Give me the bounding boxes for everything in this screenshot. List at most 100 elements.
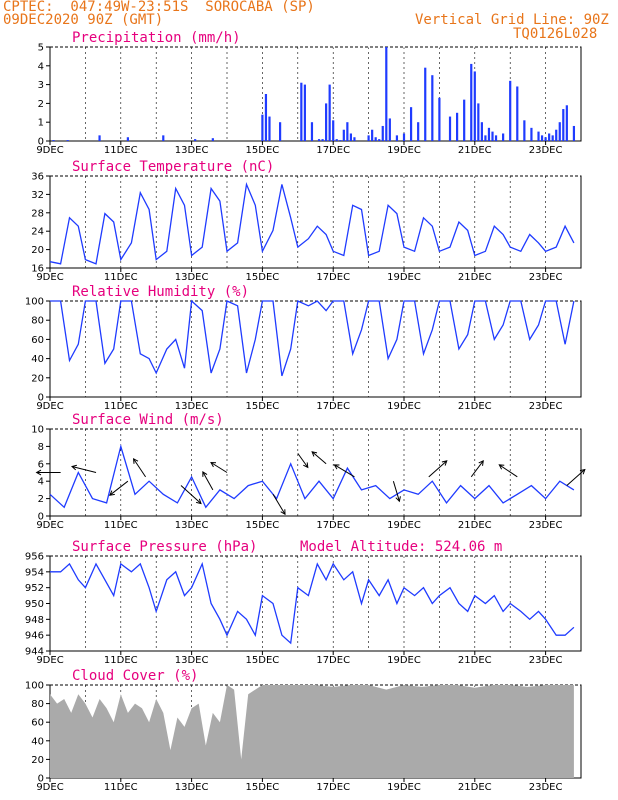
precip-bar: [516, 86, 519, 141]
precip-bar: [385, 47, 388, 141]
x-tick-label: 11DEC: [104, 401, 138, 412]
precip-bar: [558, 122, 561, 141]
x-tick-label: 17DEC: [316, 401, 350, 412]
wind-arrow-head: [195, 498, 202, 505]
y-tick-label: 6: [38, 459, 44, 470]
precip-bar: [463, 99, 466, 141]
y-tick-label: 28: [31, 208, 44, 219]
precip-bar: [310, 122, 314, 141]
precip-bar: [523, 120, 526, 141]
x-tick-label: 11DEC: [104, 782, 138, 793]
panel-4: 944 946 948 950 952 954 956 9DEC 11DEC 13DEC 15DEC…: [25, 539, 582, 666]
series-line: [50, 561, 575, 645]
y-tick-label: 60: [31, 335, 44, 346]
precip-bar: [484, 135, 487, 141]
wind-arrow-head: [333, 464, 340, 470]
precip-bar: [395, 135, 399, 141]
y-tick-label: 954: [25, 567, 44, 578]
series-line: [49, 443, 575, 509]
precip-bar: [555, 129, 558, 141]
x-tick-label: 21DEC: [458, 782, 492, 793]
precip-bar: [332, 120, 335, 141]
y-tick-label: 36: [31, 172, 44, 183]
x-tick-label: 19DEC: [387, 401, 421, 412]
precip-bar: [388, 118, 391, 141]
y-tick-label: 944: [25, 647, 44, 658]
cloud-area: [50, 685, 574, 778]
panel-title: Surface Temperature (nC): [72, 159, 274, 175]
precip-bar: [431, 75, 434, 141]
wind-arrow-head: [478, 460, 484, 466]
x-tick-label: 11DEC: [104, 145, 138, 156]
y-tick-label: 4: [38, 477, 44, 488]
y-tick-label: 8: [38, 442, 44, 453]
precip-bar: [480, 122, 483, 141]
wind-arrow: [311, 451, 327, 465]
panel-title: Surface Wind (m/s): [72, 412, 224, 428]
y-tick-label: 948: [25, 615, 44, 626]
series-line: [50, 299, 575, 377]
precip-bar: [448, 116, 452, 141]
precip-bar: [470, 63, 473, 141]
x-tick-label: 15DEC: [246, 145, 280, 156]
precip-bar: [211, 138, 214, 141]
y-tick-label: 2: [38, 494, 44, 505]
x-tick-label: 13DEC: [175, 520, 209, 531]
x-tick-label: 19DEC: [387, 782, 421, 793]
y-tick-label: 40: [31, 354, 44, 365]
precip-bar: [530, 127, 533, 141]
x-tick-label: 9DEC: [36, 401, 63, 412]
y-tick-label: 3: [38, 80, 44, 91]
wind-arrow: [272, 493, 286, 515]
precip-bar: [194, 139, 197, 141]
precip-bar: [317, 139, 321, 141]
y-tick-label: 2: [38, 99, 44, 110]
x-tick-label: 23DEC: [529, 520, 563, 531]
x-tick-label: 9DEC: [36, 145, 63, 156]
panel-title: Precipitation (mm/h): [72, 30, 241, 46]
precip-bar: [325, 103, 328, 141]
panel-3: 0 2 4 6 8 10 9DEC 11DEC 13DEC 15DEC 17DEC 19DEC 21DE…: [31, 412, 586, 531]
x-tick-label: 17DEC: [316, 782, 350, 793]
panel-title: Cloud Cover (%): [72, 668, 198, 684]
wind-arrow-head: [303, 462, 309, 469]
y-tick-label: 4: [38, 61, 44, 72]
y-tick-label: 40: [31, 736, 44, 747]
x-tick-label: 19DEC: [387, 655, 421, 666]
y-tick-label: 1: [38, 118, 44, 129]
precip-bar: [378, 139, 381, 141]
x-tick-label: 21DEC: [458, 520, 492, 531]
precip-bar: [339, 140, 342, 141]
header-code: TQ0126L028: [513, 26, 598, 42]
wind-arrow: [566, 469, 586, 486]
x-tick-label: 13DEC: [175, 782, 209, 793]
precip-bar: [264, 94, 268, 141]
wind-arrow: [210, 462, 228, 473]
wind-arrow: [109, 480, 129, 496]
x-tick-label: 15DEC: [246, 401, 280, 412]
x-tick-label: 19DEC: [387, 520, 421, 531]
wind-arrow: [133, 458, 146, 478]
wind-arrow: [297, 453, 309, 468]
precip-bar: [126, 137, 129, 141]
x-tick-label: 13DEC: [175, 401, 209, 412]
x-tick-label: 9DEC: [36, 782, 63, 793]
x-tick-label: 13DEC: [175, 655, 209, 666]
x-tick-label: 21DEC: [458, 401, 492, 412]
wind-arrow: [71, 466, 97, 473]
x-tick-label: 23DEC: [529, 401, 563, 412]
wind-arrow-head: [441, 460, 448, 466]
precip-bar: [349, 133, 352, 141]
wind-arrow: [180, 485, 202, 504]
x-tick-label: 23DEC: [529, 145, 563, 156]
precip-bar: [548, 133, 551, 141]
precip-bar: [335, 139, 338, 141]
precip-bar: [66, 140, 69, 141]
x-tick-label: 23DEC: [529, 272, 563, 283]
x-tick-label: 11DEC: [104, 655, 138, 666]
x-tick-label: 21DEC: [458, 655, 492, 666]
wind-arrow-head: [202, 470, 208, 477]
precip-bar: [328, 84, 331, 141]
precip-bar: [424, 67, 427, 141]
wind-arrow-head: [210, 461, 217, 468]
